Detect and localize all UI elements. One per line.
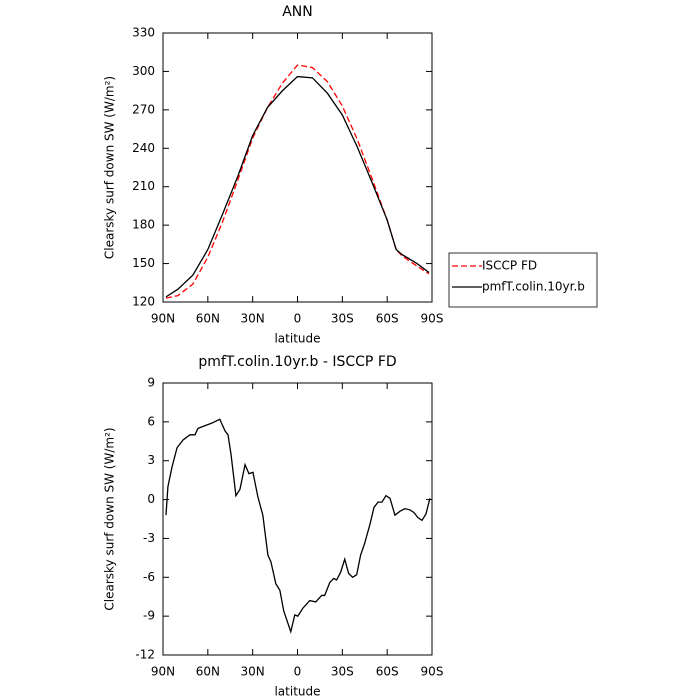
data-line — [165, 418, 431, 635]
y-tick-label: 180 — [132, 218, 155, 232]
x-tick-label: 90S — [421, 665, 444, 679]
legend-label: ISCCP FD — [482, 259, 537, 273]
x-axis-label: latitude — [274, 685, 320, 699]
y-tick-label: 9 — [147, 376, 155, 390]
y-tick-label: 120 — [132, 295, 155, 309]
y-tick-label: -12 — [135, 648, 155, 662]
y-tick-label: 240 — [132, 141, 155, 155]
y-tick-label: 330 — [132, 26, 155, 40]
y-tick-label: -9 — [143, 609, 155, 623]
x-tick-label: 60N — [196, 665, 220, 679]
y-tick-label: 270 — [132, 102, 155, 116]
y-tick-label: 150 — [132, 256, 155, 270]
y-tick-label: -6 — [143, 570, 155, 584]
y-tick-label: 0 — [147, 492, 155, 506]
x-tick-label: 90N — [151, 665, 175, 679]
x-tick-label: 0 — [294, 312, 302, 326]
chart-title: ANN — [282, 4, 313, 20]
x-tick-label: 90S — [421, 312, 444, 326]
x-tick-label: 30N — [241, 665, 265, 679]
y-tick-label: 3 — [147, 453, 155, 467]
data-line — [165, 64, 430, 299]
x-tick-label: 30S — [331, 665, 354, 679]
y-tick-label: 210 — [132, 179, 155, 193]
legend-label: pmfT.colin.10yr.b — [482, 280, 585, 294]
y-tick-label: 6 — [147, 414, 155, 428]
y-axis-label: Clearsky surf down SW (W/m²) — [103, 427, 117, 610]
y-axis-label: Clearsky surf down SW (W/m²) — [103, 76, 117, 259]
x-tick-label: 30S — [331, 312, 354, 326]
x-tick-label: 0 — [294, 665, 302, 679]
x-tick-label: 30N — [241, 312, 265, 326]
data-line — [165, 75, 430, 298]
x-tick-label: 60N — [196, 312, 220, 326]
x-tick-label: 60S — [376, 665, 399, 679]
x-tick-label: 90N — [151, 312, 175, 326]
x-tick-label: 60S — [376, 312, 399, 326]
x-axis-label: latitude — [274, 332, 320, 346]
y-tick-label: -3 — [143, 531, 155, 545]
legend-box — [448, 252, 598, 308]
y-tick-label: 300 — [132, 64, 155, 78]
plot-frame — [162, 382, 433, 656]
chart-title: pmfT.colin.10yr.b - ISCCP FD — [198, 354, 396, 370]
plot-frame — [162, 32, 433, 303]
